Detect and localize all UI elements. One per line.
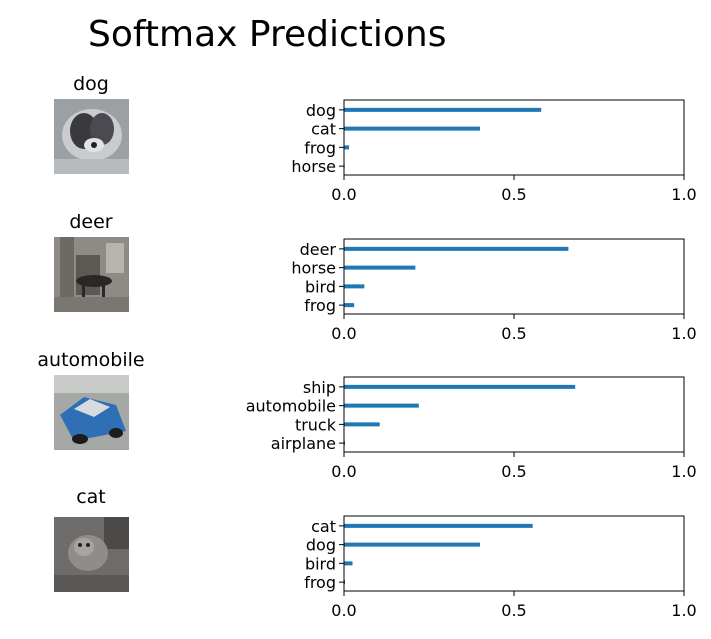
x-tick-label: 0.5 — [501, 185, 526, 204]
x-tick-label: 0.0 — [331, 462, 356, 481]
cat-photo-thumbnail — [54, 517, 129, 592]
y-tick-label: dog — [306, 101, 336, 120]
figure-title: Softmax Predictions — [88, 14, 447, 55]
y-tick-label: bird — [305, 554, 336, 573]
y-tick-label: truck — [295, 415, 337, 434]
y-tick-label: frog — [304, 138, 336, 157]
image-title: deer — [69, 211, 112, 233]
bar-frog — [344, 303, 355, 308]
bar-airplane — [344, 441, 346, 446]
bar-bird — [344, 561, 353, 566]
x-tick-label: 0.0 — [331, 601, 356, 620]
x-tick-label: 0.0 — [331, 185, 356, 204]
deer-photo-thumbnail — [54, 237, 129, 312]
x-tick-label: 0.5 — [501, 324, 526, 343]
bar-cat — [344, 126, 480, 131]
bar-frog — [344, 580, 346, 585]
x-tick-label: 0.5 — [501, 462, 526, 481]
bar-truck — [344, 422, 380, 427]
bar-horse — [344, 265, 416, 270]
x-tick-label: 0.0 — [331, 324, 356, 343]
y-tick-label: ship — [303, 378, 336, 397]
image-title: cat — [76, 486, 106, 508]
bar-ship — [344, 384, 576, 389]
image-title: automobile — [37, 349, 144, 371]
y-tick-label: bird — [305, 277, 336, 296]
y-tick-label: horse — [291, 259, 336, 278]
bar-dog — [344, 542, 480, 547]
dog-photo-thumbnail — [54, 99, 129, 174]
x-tick-label: 0.5 — [501, 601, 526, 620]
y-tick-label: airplane — [271, 434, 336, 453]
image-title: dog — [73, 73, 109, 95]
y-tick-label: frog — [304, 296, 336, 315]
y-tick-label: horse — [291, 157, 336, 176]
y-tick-label: deer — [300, 240, 337, 259]
bar-frog — [344, 145, 350, 150]
x-tick-label: 1.0 — [671, 324, 696, 343]
bar-deer — [344, 246, 569, 251]
y-tick-label: cat — [311, 120, 336, 139]
y-tick-label: frog — [304, 573, 336, 592]
y-tick-label: cat — [311, 517, 336, 536]
y-tick-label: automobile — [246, 397, 336, 416]
bar-automobile — [344, 403, 419, 408]
bar-dog — [344, 107, 542, 112]
x-tick-label: 1.0 — [671, 185, 696, 204]
prediction-panel-2: automobileshipautomobiletruckairplane0.0… — [37, 349, 696, 481]
x-tick-label: 1.0 — [671, 462, 696, 481]
y-tick-label: dog — [306, 536, 336, 555]
bar-cat — [344, 523, 533, 528]
automobile-photo-thumbnail — [54, 375, 129, 450]
bar-bird — [344, 284, 365, 289]
x-tick-label: 1.0 — [671, 601, 696, 620]
